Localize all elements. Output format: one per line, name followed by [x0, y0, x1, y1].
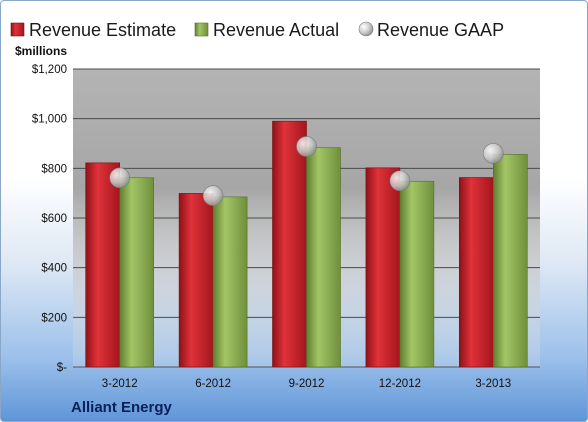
- x-tick-label: 3-2013: [475, 378, 511, 390]
- legend-swatch-revenue-actual: [194, 22, 209, 37]
- y-tick-label: $200: [41, 312, 67, 324]
- x-tick-label: 12-2012: [379, 378, 421, 390]
- bars: [85, 120, 528, 368]
- y-axis-unit-label: $millions: [15, 44, 67, 58]
- y-tick-label: $1,200: [32, 64, 67, 76]
- legend-label: Revenue Actual: [213, 20, 339, 40]
- y-tick-label: $-: [57, 362, 67, 374]
- bar-revenue-actual: [212, 196, 248, 368]
- bar-revenue-estimate: [272, 120, 307, 368]
- x-tick-label: 6-2012: [195, 378, 231, 390]
- marker-revenue-gaap: [389, 170, 411, 192]
- bar-revenue-actual: [399, 180, 435, 368]
- bar-revenue-estimate: [365, 167, 401, 368]
- marker-revenue-gaap: [109, 167, 130, 189]
- bar-revenue-estimate: [458, 177, 494, 368]
- bar-revenue-estimate: [85, 162, 120, 368]
- legend-label: Revenue Estimate: [29, 20, 176, 40]
- y-tick-label: $600: [41, 213, 67, 225]
- y-tick-label: $400: [41, 263, 67, 275]
- marker-revenue-gaap: [482, 143, 504, 164]
- x-tick-label: 9-2012: [289, 378, 325, 390]
- bar-revenue-actual: [119, 177, 154, 368]
- company-name: Alliant Energy: [71, 399, 173, 416]
- y-tick-label: $800: [41, 163, 67, 175]
- bar-revenue-actual: [306, 147, 341, 368]
- y-tick-label: $1,000: [32, 114, 67, 126]
- bar-revenue-estimate: [178, 193, 214, 368]
- legend-label: Revenue GAAP: [377, 20, 504, 40]
- gaap-markers: [109, 136, 504, 206]
- bar-revenue-actual: [492, 154, 528, 368]
- axes: $- $200 $400 $600 $800 $1,000 $1,200 3-2012 6-20…: [32, 64, 511, 390]
- legend: Revenue Estimate Revenue Actual Revenue GA…: [10, 20, 504, 40]
- marker-revenue-gaap: [202, 185, 224, 206]
- legend-swatch-revenue-gaap: [358, 21, 374, 37]
- x-tick-label: 3-2012: [102, 378, 138, 390]
- legend-swatch-revenue-estimate: [10, 22, 25, 37]
- marker-revenue-gaap: [296, 136, 317, 157]
